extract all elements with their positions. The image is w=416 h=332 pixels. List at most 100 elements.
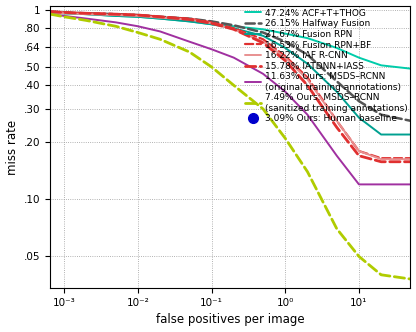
16.53% Fusion RPN+BF [334,119,339,123]
7.49% Ours: MSDS–RCNN
(sanitized training annotations): (0.00065, 0.95): MSDS–RCNN (sanitized training annotation… [48,12,53,16]
16.53% Fusion RPN+BF [187,17,192,21]
Line: 16.53% Fusion RPN+BF: 16.53% Fusion RPN+BF [50,12,411,158]
16.22% IAF R-CNN [408,157,413,161]
7.49% Ours: MSDS–RCNN
(sanitized training annotations): (0.01, 0.76): MSDS–RCNN (sanitized training annotation… [136,31,141,35]
16.53% Fusion RPN+BF [113,12,118,16]
15.78% IATDNN+IASS [84,11,89,15]
47.24% ACF+T+THOG [231,24,236,28]
47.24% ACF+T+THOG [260,27,265,31]
26.15% Halfway Fusion [113,12,118,16]
15.78% IATDNN+IASS [283,59,288,63]
16.22% IAF R-CNN [209,21,214,25]
16.22% IAF R-CNN [187,18,192,22]
21.67% Fusion RPN [283,46,288,50]
47.24% ACF+T+THOG [357,56,362,60]
11.63% Ours: MSDS–RCNN
(original training annotations): (0.5, 0.46): MSDS–RCNN (original training annotations… [260,72,265,76]
15.78% IATDNN+IASS [334,125,339,129]
15.78% IATDNN+IASS [62,10,67,14]
15.78% IATDNN+IASS [379,160,384,164]
21.67% Fusion RPN [158,17,163,21]
16.53% Fusion RPN+BF [62,10,67,14]
47.24% ACF+T+THOG [158,17,163,21]
47.24% ACF+T+THOG [136,15,141,19]
47.24% ACF+T+THOG [84,12,89,16]
26.15% Halfway Fusion [48,10,53,14]
47.24% ACF+T+THOG [209,22,214,26]
21.67% Fusion RPN [231,26,236,30]
Line: 47.24% ACF+T+THOG: 47.24% ACF+T+THOG [50,12,411,69]
7.49% Ours: MSDS–RCNN
(sanitized training annotations): (5, 0.07): MSDS–RCNN (sanitized training annotation… [334,227,339,231]
26.15% Halfway Fusion [334,79,339,83]
26.15% Halfway Fusion [62,10,67,14]
Y-axis label: miss rate: miss rate [5,120,19,175]
16.53% Fusion RPN+BF [283,54,288,58]
15.78% IATDNN+IASS [231,27,236,31]
21.67% Fusion RPN [84,12,89,16]
16.22% IAF R-CNN [334,119,339,123]
16.22% IAF R-CNN [357,149,362,153]
11.63% Ours: MSDS–RCNN
(original training annotations): (20, 0.12): MSDS–RCNN (original training annotations… [379,182,384,186]
15.78% IATDNN+IASS [136,13,141,17]
16.53% Fusion RPN+BF [231,26,236,30]
16.53% Fusion RPN+BF [260,37,265,41]
21.67% Fusion RPN [136,15,141,19]
11.63% Ours: MSDS–RCNN
(original training annotations): (0.02, 0.77): MSDS–RCNN (original training annotations… [158,30,163,34]
7.49% Ours: MSDS–RCNN
(sanitized training annotations): (0.2, 0.4): MSDS–RCNN (sanitized training annotation… [231,83,236,87]
15.78% IATDNN+IASS [48,10,53,14]
21.67% Fusion RPN [334,90,339,94]
7.49% Ours: MSDS–RCNN
(sanitized training annotations): (0.05, 0.6): MSDS–RCNN (sanitized training annotation… [187,50,192,54]
47.24% ACF+T+THOG [283,32,288,36]
15.78% IATDNN+IASS [113,12,118,16]
11.63% Ours: MSDS–RCNN
(original training annotations): (0.002, 0.9): MSDS–RCNN (original training annotations… [84,17,89,21]
16.53% Fusion RPN+BF [158,15,163,19]
21.67% Fusion RPN [305,62,310,66]
7.49% Ours: MSDS–RCNN
(sanitized training annotations): (0.001, 0.92): MSDS–RCNN (sanitized training annotation… [62,15,67,19]
26.15% Halfway Fusion [187,17,192,21]
16.22% IAF R-CNN [48,10,53,14]
7.49% Ours: MSDS–RCNN
(sanitized training annotations): (0.002, 0.88): MSDS–RCNN (sanitized training annotation… [84,19,89,23]
47.24% ACF+T+THOG [305,36,310,40]
15.78% IATDNN+IASS [209,21,214,25]
26.15% Halfway Fusion [305,53,310,57]
Line: 16.22% IAF R-CNN: 16.22% IAF R-CNN [50,12,411,159]
26.15% Halfway Fusion [283,40,288,44]
11.63% Ours: MSDS–RCNN
(original training annotations): (0.00065, 0.95): MSDS–RCNN (original training annotations… [48,12,53,16]
21.67% Fusion RPN [379,132,384,136]
21.67% Fusion RPN [187,19,192,23]
11.63% Ours: MSDS–RCNN
(original training annotations): (0.05, 0.68): MSDS–RCNN (original training annotations… [187,40,192,44]
26.15% Halfway Fusion [84,11,89,15]
16.22% IAF R-CNN [379,157,384,161]
11.63% Ours: MSDS–RCNN
(original training annotations): (0.1, 0.62): MSDS–RCNN (original training annotations… [209,47,214,51]
26.15% Halfway Fusion [379,113,384,117]
15.78% IATDNN+IASS [357,154,362,158]
47.24% ACF+T+THOG [62,11,67,15]
16.53% Fusion RPN+BF [379,156,384,160]
26.15% Halfway Fusion [231,23,236,27]
26.15% Halfway Fusion [260,31,265,35]
16.53% Fusion RPN+BF [48,10,53,14]
16.22% IAF R-CNN [305,77,310,81]
16.22% IAF R-CNN [113,13,118,17]
7.49% Ours: MSDS–RCNN
(sanitized training annotations): (50, 0.038): MSDS–RCNN (sanitized training annotation… [408,277,413,281]
16.53% Fusion RPN+BF [357,149,362,153]
11.63% Ours: MSDS–RCNN
(original training annotations): (50, 0.12): MSDS–RCNN (original training annotations… [408,182,413,186]
26.15% Halfway Fusion [209,19,214,23]
15.78% IATDNN+IASS [408,160,413,164]
Line: 7.49% Ours: MSDS–RCNN
(sanitized training annotations): 7.49% Ours: MSDS–RCNN (sanitized trainin… [50,14,411,279]
16.53% Fusion RPN+BF [408,156,413,160]
47.24% ACF+T+THOG [48,10,53,14]
7.49% Ours: MSDS–RCNN
(sanitized training annotations): (0.005, 0.82): MSDS–RCNN (sanitized training annotation… [113,24,118,28]
47.24% ACF+T+THOG [187,19,192,23]
11.63% Ours: MSDS–RCNN
(original training annotations): (10, 0.12): MSDS–RCNN (original training annotations… [357,182,362,186]
16.53% Fusion RPN+BF [209,20,214,24]
16.22% IAF R-CNN [62,11,67,15]
15.78% IATDNN+IASS [260,41,265,45]
21.67% Fusion RPN [62,11,67,15]
7.49% Ours: MSDS–RCNN
(sanitized training annotations): (0.5, 0.3): MSDS–RCNN (sanitized training annotation… [260,107,265,111]
47.24% ACF+T+THOG [113,14,118,18]
16.53% Fusion RPN+BF [305,75,310,79]
7.49% Ours: MSDS–RCNN
(sanitized training annotations): (2, 0.14): MSDS–RCNN (sanitized training annotation… [305,170,310,174]
11.63% Ours: MSDS–RCNN
(original training annotations): (2, 0.28): MSDS–RCNN (original training annotations… [305,113,310,117]
11.63% Ours: MSDS–RCNN
(original training annotations): (0.005, 0.86): MSDS–RCNN (original training annotations… [113,20,118,24]
21.67% Fusion RPN [260,34,265,38]
